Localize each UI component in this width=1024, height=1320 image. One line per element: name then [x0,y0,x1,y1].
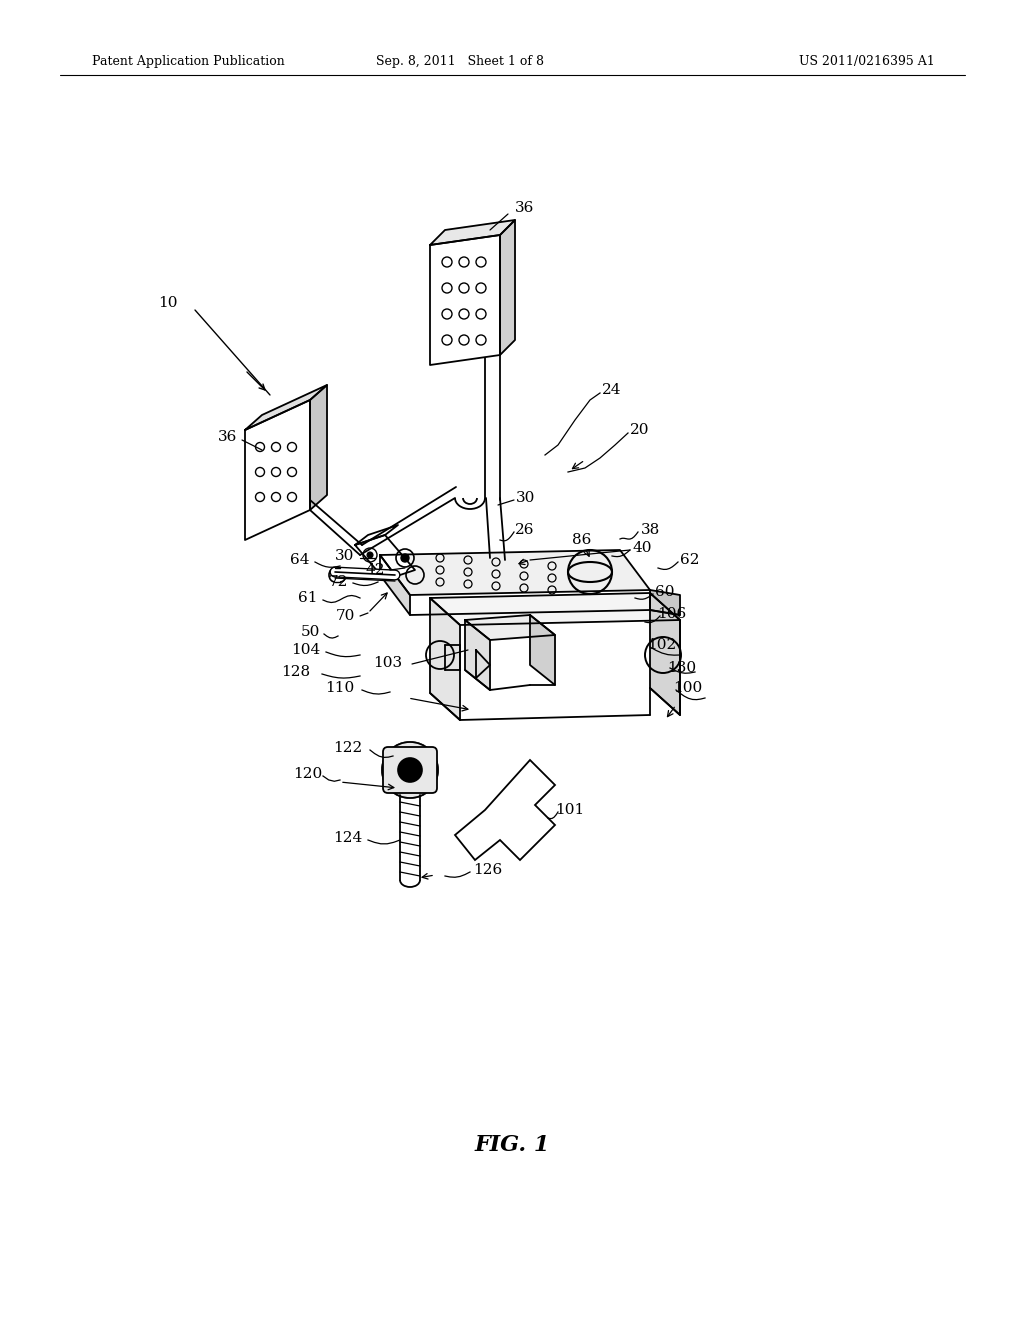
Text: 64: 64 [290,553,309,568]
Polygon shape [455,760,555,861]
Text: FIG. 1: FIG. 1 [474,1134,550,1156]
Text: 61: 61 [298,591,317,605]
Text: 122: 122 [334,741,362,755]
Text: 36: 36 [218,430,238,444]
Text: 104: 104 [292,643,321,657]
Text: Patent Application Publication: Patent Application Publication [92,55,285,69]
Polygon shape [245,400,310,540]
Text: 38: 38 [640,523,659,537]
Text: 30: 30 [335,549,354,564]
Text: 36: 36 [515,201,535,215]
Text: 124: 124 [334,832,362,845]
Text: Sep. 8, 2011   Sheet 1 of 8: Sep. 8, 2011 Sheet 1 of 8 [376,55,544,69]
Polygon shape [650,590,680,615]
Text: 110: 110 [326,681,354,696]
Polygon shape [310,385,327,510]
Text: 10: 10 [159,296,178,310]
Text: US 2011/0216395 A1: US 2011/0216395 A1 [800,55,935,69]
Text: 24: 24 [602,383,622,397]
Polygon shape [430,593,680,624]
Polygon shape [430,598,460,719]
Text: 103: 103 [374,656,402,671]
Polygon shape [430,235,500,366]
Text: 42: 42 [366,564,385,577]
Polygon shape [380,554,410,615]
Circle shape [399,759,421,781]
Text: 30: 30 [516,491,536,506]
Text: 72: 72 [329,576,348,589]
Text: 40: 40 [632,541,651,554]
Text: 60: 60 [655,585,675,599]
Text: 106: 106 [657,607,687,620]
Text: 26: 26 [515,523,535,537]
Polygon shape [530,615,555,685]
Polygon shape [245,385,327,430]
Circle shape [401,554,409,562]
Circle shape [382,742,438,799]
Text: 101: 101 [555,803,585,817]
Text: 102: 102 [647,638,677,652]
Text: 126: 126 [473,863,503,876]
Text: 70: 70 [335,609,354,623]
Text: 20: 20 [630,422,650,437]
Text: 128: 128 [282,665,310,678]
Text: 130: 130 [668,661,696,675]
Polygon shape [380,550,650,595]
Polygon shape [650,593,680,715]
FancyBboxPatch shape [383,747,437,793]
Polygon shape [500,220,515,355]
Text: 62: 62 [680,553,699,568]
Polygon shape [355,535,415,579]
Text: 100: 100 [674,681,702,696]
Polygon shape [430,220,515,246]
Text: 86: 86 [572,533,592,546]
Circle shape [367,552,373,558]
Text: 120: 120 [293,767,323,781]
Circle shape [398,758,422,781]
Text: 50: 50 [300,624,319,639]
Polygon shape [465,615,555,640]
Polygon shape [465,620,490,690]
